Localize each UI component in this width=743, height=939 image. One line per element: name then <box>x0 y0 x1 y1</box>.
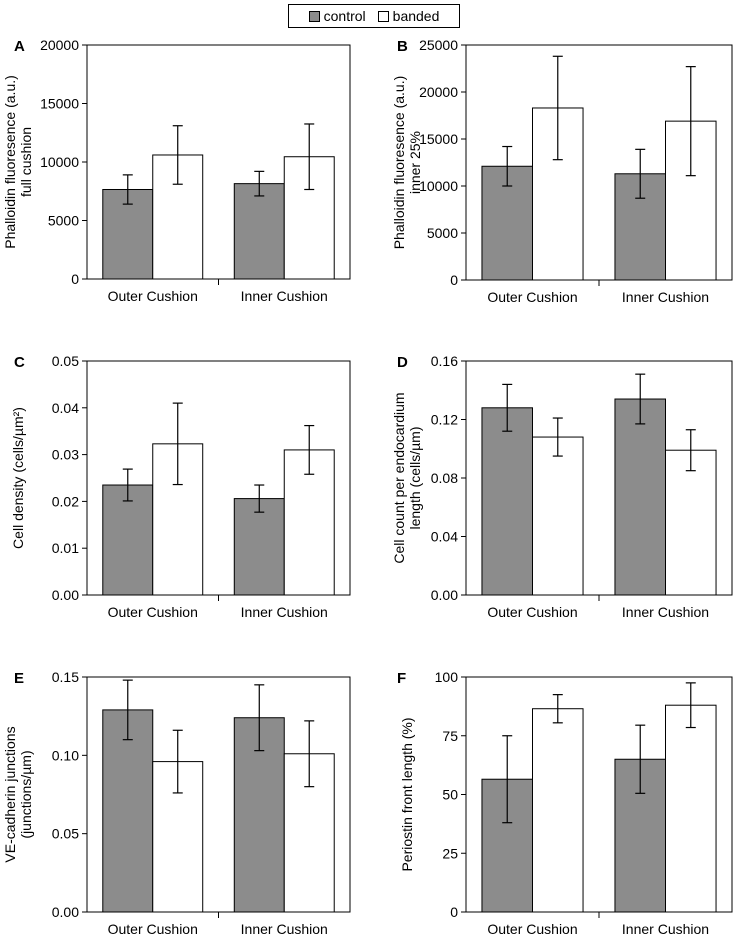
y-tick-label-d: 0.04 <box>431 529 458 545</box>
bar-banded-outer-f <box>532 708 584 913</box>
y-tick-label-f: 100 <box>435 669 459 685</box>
bar-control-inner-a <box>233 183 285 280</box>
panel-b: B 0 5000 10000 15000 20000 25000 Outer Cushion I… <box>391 37 733 305</box>
y-tick-label-a: 20000 <box>40 37 79 53</box>
y-axis-label-e: VE-cadherin junctions <box>2 726 18 862</box>
panel-letter-e: E <box>14 670 24 687</box>
y-tick-label-c: 0.00 <box>52 587 79 603</box>
y-tick-label-b: 25000 <box>419 37 458 53</box>
y-tick-label-f: 50 <box>442 787 458 803</box>
bar-banded-inner-d <box>665 449 717 596</box>
y-axis-label-a: full cushion <box>18 127 34 197</box>
y-tick-label-a: 0 <box>71 271 79 287</box>
x-category-label-d: Inner Cushion <box>622 604 709 620</box>
panel-letter-a: A <box>14 38 25 55</box>
y-tick-label-c: 0.04 <box>52 400 79 416</box>
y-tick-label-c: 0.02 <box>52 493 79 509</box>
y-axis-label-b: Phalloidin fluoresence (a.u.) <box>391 76 407 250</box>
chart-legend: control banded <box>288 4 460 28</box>
y-tick-label-a: 15000 <box>40 96 79 112</box>
panel-letter-f: F <box>397 670 406 687</box>
y-tick-label-e: 0.15 <box>52 669 79 685</box>
y-tick-label-f: 0 <box>450 904 458 920</box>
x-category-label-f: Outer Cushion <box>487 921 577 937</box>
x-category-label-b: Outer Cushion <box>487 289 577 305</box>
y-axis-label-c: Cell density (cells/µm²) <box>10 407 26 549</box>
y-tick-label-a: 5000 <box>48 213 79 229</box>
y-tick-label-b: 0 <box>450 272 458 288</box>
x-category-label-a: Inner Cushion <box>241 288 328 304</box>
bar-control-outer-e <box>102 709 154 913</box>
y-tick-label-f: 25 <box>442 845 458 861</box>
y-tick-label-f: 75 <box>442 728 458 744</box>
y-tick-label-b: 20000 <box>419 84 458 100</box>
y-tick-label-d: 0.12 <box>431 412 458 428</box>
x-category-label-d: Outer Cushion <box>487 604 577 620</box>
x-category-label-f: Inner Cushion <box>622 921 709 937</box>
y-axis-label-b: inner 25% <box>407 131 423 194</box>
bar-banded-outer-a <box>152 154 204 280</box>
legend-swatch-banded <box>377 10 389 22</box>
y-tick-label-b: 10000 <box>419 178 458 194</box>
y-tick-label-e: 0.05 <box>52 826 79 842</box>
y-tick-label-b: 5000 <box>427 225 458 241</box>
x-category-label-e: Outer Cushion <box>108 921 198 937</box>
y-tick-label-c: 0.03 <box>52 447 79 463</box>
legend-label-control: control <box>323 8 366 24</box>
bar-control-outer-d <box>481 407 533 596</box>
y-tick-label-d: 0.16 <box>431 353 458 369</box>
y-tick-label-a: 10000 <box>40 154 79 170</box>
y-tick-label-d: 0.00 <box>431 587 458 603</box>
legend-swatch-control <box>308 10 320 22</box>
bar-control-inner-c <box>233 498 285 596</box>
panel-letter-d: D <box>397 354 408 371</box>
bar-banded-outer-e <box>152 761 204 913</box>
legend-label-banded: banded <box>392 8 440 24</box>
y-tick-label-e: 0.00 <box>52 904 79 920</box>
x-category-label-a: Outer Cushion <box>108 288 198 304</box>
bar-banded-outer-d <box>532 436 584 596</box>
y-tick-label-c: 0.01 <box>52 540 79 556</box>
y-tick-label-d: 0.08 <box>431 470 458 486</box>
bar-banded-inner-f <box>665 704 717 913</box>
bar-control-inner-d <box>614 398 667 596</box>
panel-a: A 0 5000 10000 15000 20000 Outer Cushion Inner … <box>2 37 351 304</box>
y-axis-label-a: Phalloidin fluoresence (a.u.) <box>2 75 18 249</box>
legend-item-banded: banded <box>377 8 440 24</box>
x-category-label-c: Outer Cushion <box>108 604 198 620</box>
y-axis-label-d: Cell count per endocardium <box>391 392 407 563</box>
panel-d: D 0.00 0.04 0.08 0.12 0.16 Outer Cushion Inner … <box>391 353 733 620</box>
y-tick-label-c: 0.05 <box>52 353 79 369</box>
x-category-label-e: Inner Cushion <box>241 921 328 937</box>
panel-c: C 0.00 0.01 0.02 0.03 0.04 0.05 Outer Cushion In… <box>10 353 351 620</box>
y-axis-label-e: (junctions/µm) <box>18 750 34 838</box>
y-tick-label-b: 15000 <box>419 131 458 147</box>
legend-item-control: control <box>308 8 366 24</box>
y-tick-label-e: 0.10 <box>52 747 79 763</box>
panel-e: E 0.00 0.05 0.10 0.15 Outer Cushion Inner Cush… <box>2 669 351 937</box>
x-category-label-c: Inner Cushion <box>241 604 328 620</box>
x-category-label-b: Inner Cushion <box>622 289 709 305</box>
bar-control-outer-a <box>102 188 154 280</box>
panel-letter-c: C <box>14 354 25 371</box>
y-axis-label-d: length (cells/µm) <box>407 427 423 530</box>
panel-letter-b: B <box>397 38 408 55</box>
y-axis-label-f: Periostin front length (%) <box>399 717 415 871</box>
panel-f: F 0 25 50 75 100 Outer Cushion Inner Cushion Per… <box>397 669 733 937</box>
